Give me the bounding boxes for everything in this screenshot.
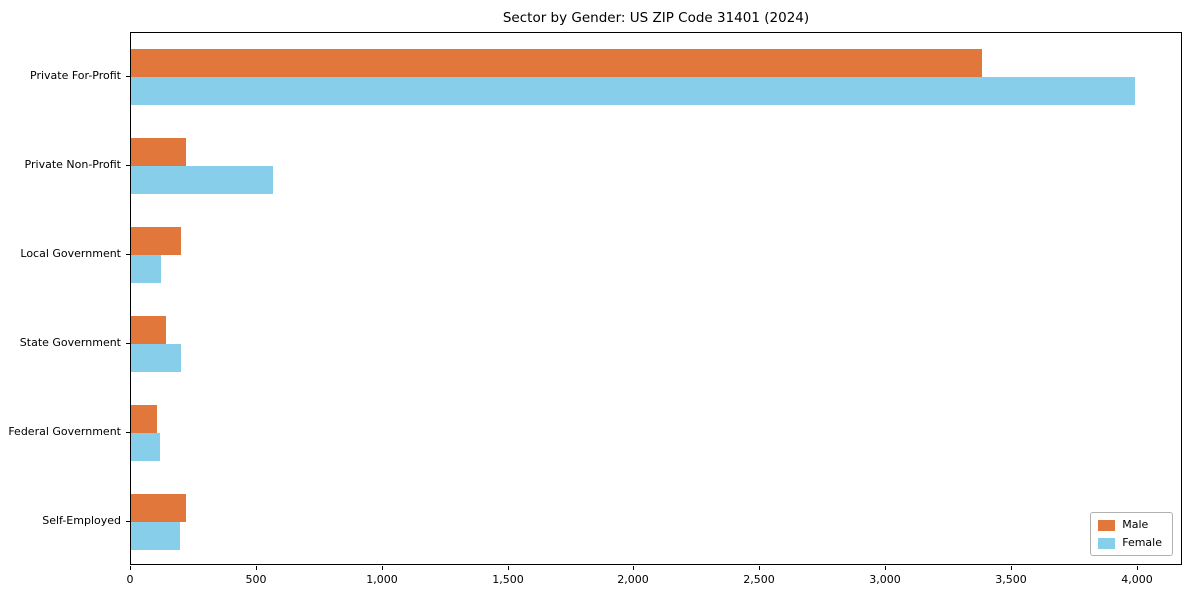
bar-female-federal-government <box>131 432 160 461</box>
ytick-label-local-government: Local Government <box>20 247 121 261</box>
xtick-label-500: 500 <box>245 573 267 586</box>
legend-label-male: Male <box>1122 518 1149 531</box>
xtick-label-1500: 1,500 <box>492 573 524 586</box>
plot-area: Male Female <box>130 32 1182 565</box>
xtick-mark <box>1137 566 1138 570</box>
xtick-label-3500: 3,500 <box>995 573 1027 586</box>
xtick-label-1000: 1,000 <box>366 573 398 586</box>
bar-male-local-government <box>131 227 181 256</box>
xtick-label-0: 0 <box>126 573 134 586</box>
xtick-mark <box>256 566 257 570</box>
ytick-mark <box>126 76 130 77</box>
bar-male-state-government <box>131 315 166 344</box>
xtick-label-3000: 3,000 <box>869 573 901 586</box>
bar-female-private-non-profit <box>131 166 273 195</box>
legend: Male Female <box>1090 512 1173 556</box>
legend-swatch-female <box>1098 537 1116 549</box>
ytick-label-private-for-profit: Private For-Profit <box>30 69 121 83</box>
xtick-mark <box>759 566 760 570</box>
chart-title: Sector by Gender: US ZIP Code 31401 (202… <box>502 10 810 26</box>
legend-entry-female: Female <box>1098 537 1162 549</box>
bar-female-self-employed <box>131 521 180 550</box>
xtick-mark <box>508 566 509 570</box>
xtick-label-4000: 4,000 <box>1121 573 1153 586</box>
ytick-mark <box>126 432 130 433</box>
ytick-label-federal-government: Federal Government <box>8 424 121 438</box>
xtick-label-2500: 2,500 <box>743 573 775 586</box>
bar-female-private-for-profit <box>131 77 1135 106</box>
ytick-label-private-non-profit: Private Non-Profit <box>24 158 121 172</box>
xtick-label-2000: 2,000 <box>617 573 649 586</box>
ytick-mark <box>126 521 130 522</box>
bar-male-self-employed <box>131 493 186 522</box>
bar-male-private-for-profit <box>131 49 982 78</box>
xtick-mark <box>633 566 634 570</box>
bar-female-local-government <box>131 255 161 284</box>
xtick-mark <box>130 566 131 570</box>
xtick-mark <box>382 566 383 570</box>
bar-male-federal-government <box>131 404 157 433</box>
legend-swatch-male <box>1098 519 1116 531</box>
ytick-label-state-government: State Government <box>19 335 121 349</box>
ytick-mark <box>126 343 130 344</box>
legend-label-female: Female <box>1122 536 1162 549</box>
xtick-mark <box>885 566 886 570</box>
bar-male-private-non-profit <box>131 138 186 167</box>
bar-female-state-government <box>131 343 181 372</box>
ytick-mark <box>126 165 130 166</box>
xtick-mark <box>1011 566 1012 570</box>
legend-entry-male: Male <box>1098 519 1162 531</box>
ytick-label-self-employed: Self-Employed <box>42 513 121 527</box>
ytick-mark <box>126 254 130 255</box>
